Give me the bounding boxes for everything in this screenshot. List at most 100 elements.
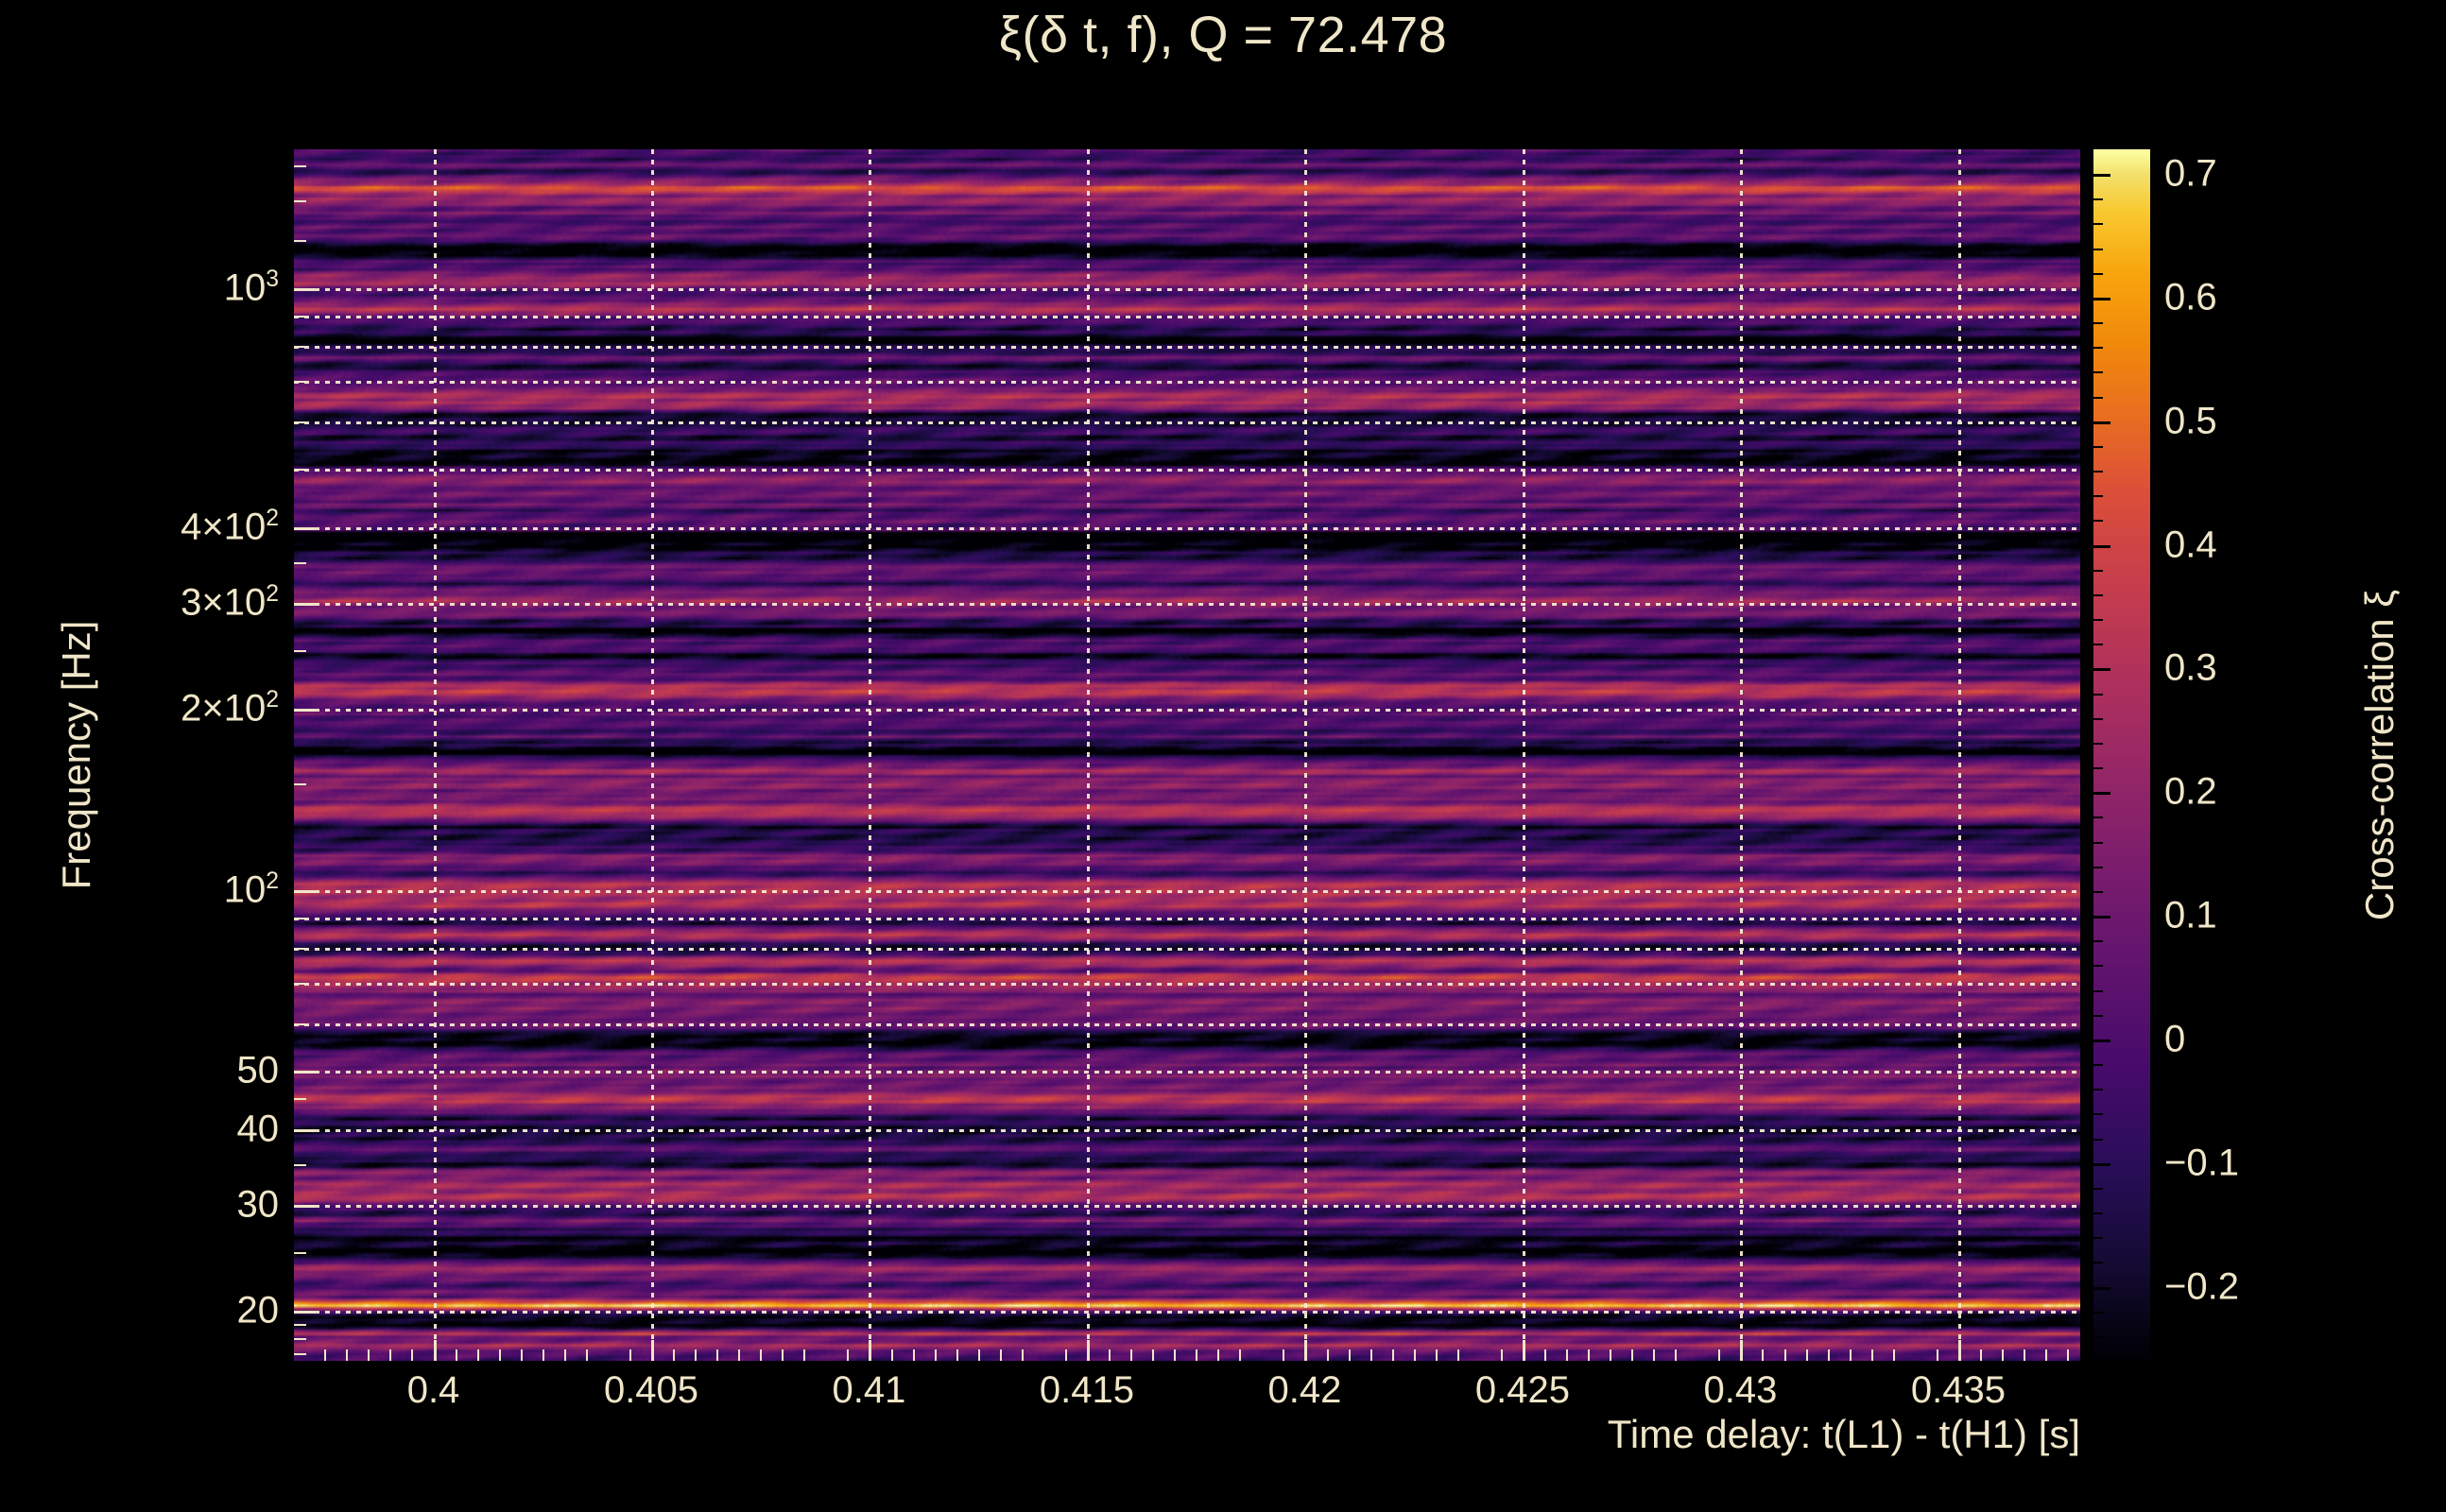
x-axis-minor-tick — [2002, 1349, 2005, 1361]
colorbar-minor-tick — [2093, 1311, 2103, 1314]
x-axis-minor-tick — [346, 1349, 349, 1361]
y-axis-tick-label: 2×102 — [181, 687, 279, 730]
y-axis-minor-tick — [294, 164, 306, 167]
y-axis-minor-tick — [294, 1098, 306, 1101]
x-axis-tick-label: 0.4 — [406, 1369, 460, 1411]
colorbar-tick — [2093, 792, 2110, 796]
y-axis-minor-tick — [294, 650, 306, 653]
x-axis-minor-tick — [1500, 1349, 1503, 1361]
y-axis-minor-tick — [294, 1164, 306, 1166]
page-title: ξ(δ t, f), Q = 72.478 — [998, 7, 1448, 63]
x-axis-minor-tick — [1130, 1349, 1133, 1361]
y-axis-tick-label: 3×102 — [181, 580, 279, 624]
x-axis-minor-tick — [1413, 1349, 1416, 1361]
colorbar-minor-tick — [2093, 347, 2103, 350]
y-axis-tick — [294, 287, 315, 291]
x-axis-minor-tick — [411, 1349, 414, 1361]
colorbar-minor-tick — [2093, 1113, 2103, 1116]
colorbar-tick-label: 0.2 — [2164, 770, 2217, 813]
y-axis-minor-tick — [294, 983, 306, 986]
x-axis-minor-tick — [1631, 1349, 1634, 1361]
x-axis-minor-tick — [1588, 1349, 1591, 1361]
colorbar-minor-tick — [2093, 471, 2103, 473]
x-axis-minor-tick — [716, 1349, 719, 1361]
y-axis-minor-tick — [294, 1022, 306, 1025]
colorbar-minor-tick — [2093, 742, 2103, 745]
x-axis-tick — [1957, 1340, 1961, 1361]
colorbar-minor-tick — [2093, 890, 2103, 893]
colorbar-tick-label: 0.5 — [2164, 400, 2217, 442]
y-axis-tick-label: 40 — [236, 1108, 280, 1150]
colorbar-minor-tick — [2093, 767, 2103, 770]
x-axis-minor-tick — [2024, 1349, 2026, 1361]
colorbar-minor-tick — [2093, 1014, 2103, 1017]
x-axis-minor-tick — [847, 1349, 850, 1361]
x-axis-minor-tick — [1762, 1349, 1765, 1361]
x-axis-minor-tick — [1892, 1349, 1895, 1361]
y-axis-tick-label: 103 — [223, 266, 279, 309]
colorbar-tick — [2093, 544, 2110, 548]
y-axis-title: Frequency [Hz] — [54, 620, 98, 890]
y-axis-tick — [294, 527, 315, 531]
colorbar-tick — [2093, 421, 2110, 424]
x-axis-tick — [869, 1340, 872, 1361]
heatmap-plot-area[interactable] — [294, 149, 2080, 1361]
colorbar-tick — [2093, 668, 2110, 672]
colorbar-tick-label: 0.6 — [2164, 276, 2217, 318]
colorbar-minor-tick — [2093, 569, 2103, 572]
y-axis-tick-label: 30 — [236, 1183, 280, 1226]
colorbar-minor-tick — [2093, 619, 2103, 622]
x-axis-minor-tick — [585, 1349, 588, 1361]
x-axis-minor-tick — [956, 1349, 958, 1361]
x-axis-tick-label: 0.435 — [1910, 1369, 2006, 1411]
x-axis-minor-tick — [803, 1349, 806, 1361]
x-axis-minor-tick — [1675, 1349, 1678, 1361]
colorbar-minor-tick — [2093, 841, 2103, 844]
colorbar-minor-tick — [2093, 223, 2103, 226]
colorbar-tick-label: 0.7 — [2164, 152, 2217, 195]
x-axis-minor-tick — [760, 1349, 763, 1361]
colorbar-minor-tick — [2093, 322, 2103, 325]
x-axis-minor-tick — [890, 1349, 893, 1361]
colorbar-tick — [2093, 1286, 2110, 1290]
colorbar-minor-tick — [2093, 717, 2103, 720]
x-axis-tick-label: 0.405 — [603, 1369, 699, 1411]
colorbar-tick — [2093, 1039, 2110, 1042]
x-axis-minor-tick — [1239, 1349, 1242, 1361]
x-axis-minor-tick — [999, 1349, 1002, 1361]
x-axis-minor-tick — [1326, 1349, 1329, 1361]
colorbar-tick — [2093, 174, 2110, 178]
x-axis-minor-tick — [1979, 1349, 1982, 1361]
x-axis-minor-tick — [2067, 1349, 2070, 1361]
x-axis-minor-tick — [695, 1349, 698, 1361]
x-axis-minor-tick — [1849, 1349, 1852, 1361]
colorbar-minor-tick — [2093, 445, 2103, 448]
x-axis-minor-tick — [977, 1349, 980, 1361]
x-axis-minor-tick — [629, 1349, 631, 1361]
colorbar-title: Cross-correlation ξ — [2357, 589, 2402, 921]
x-axis-minor-tick — [498, 1349, 501, 1361]
x-axis-minor-tick — [1348, 1349, 1351, 1361]
x-axis-minor-tick — [368, 1349, 370, 1361]
x-axis-minor-tick — [1021, 1349, 1024, 1361]
x-axis-minor-tick — [1544, 1349, 1546, 1361]
x-axis-minor-tick — [1435, 1349, 1438, 1361]
colorbar-minor-tick — [2093, 1138, 2103, 1141]
x-axis-minor-tick — [1936, 1349, 1938, 1361]
x-axis-minor-tick — [1369, 1349, 1372, 1361]
y-axis-tick — [294, 708, 315, 712]
x-axis-tick — [1304, 1340, 1308, 1361]
colorbar-minor-tick — [2093, 693, 2103, 696]
x-axis-minor-tick — [673, 1349, 676, 1361]
y-axis-tick — [294, 1204, 315, 1208]
y-axis-tick — [294, 1129, 315, 1133]
colorbar-minor-tick — [2093, 495, 2103, 498]
colorbar[interactable] — [2093, 149, 2150, 1361]
x-axis-minor-tick — [1196, 1349, 1198, 1361]
y-axis-minor-tick — [294, 199, 306, 202]
colorbar-minor-tick — [2093, 520, 2103, 523]
x-axis-minor-tick — [912, 1349, 915, 1361]
x-axis-tick — [651, 1340, 654, 1361]
y-axis-minor-tick — [294, 1352, 306, 1355]
